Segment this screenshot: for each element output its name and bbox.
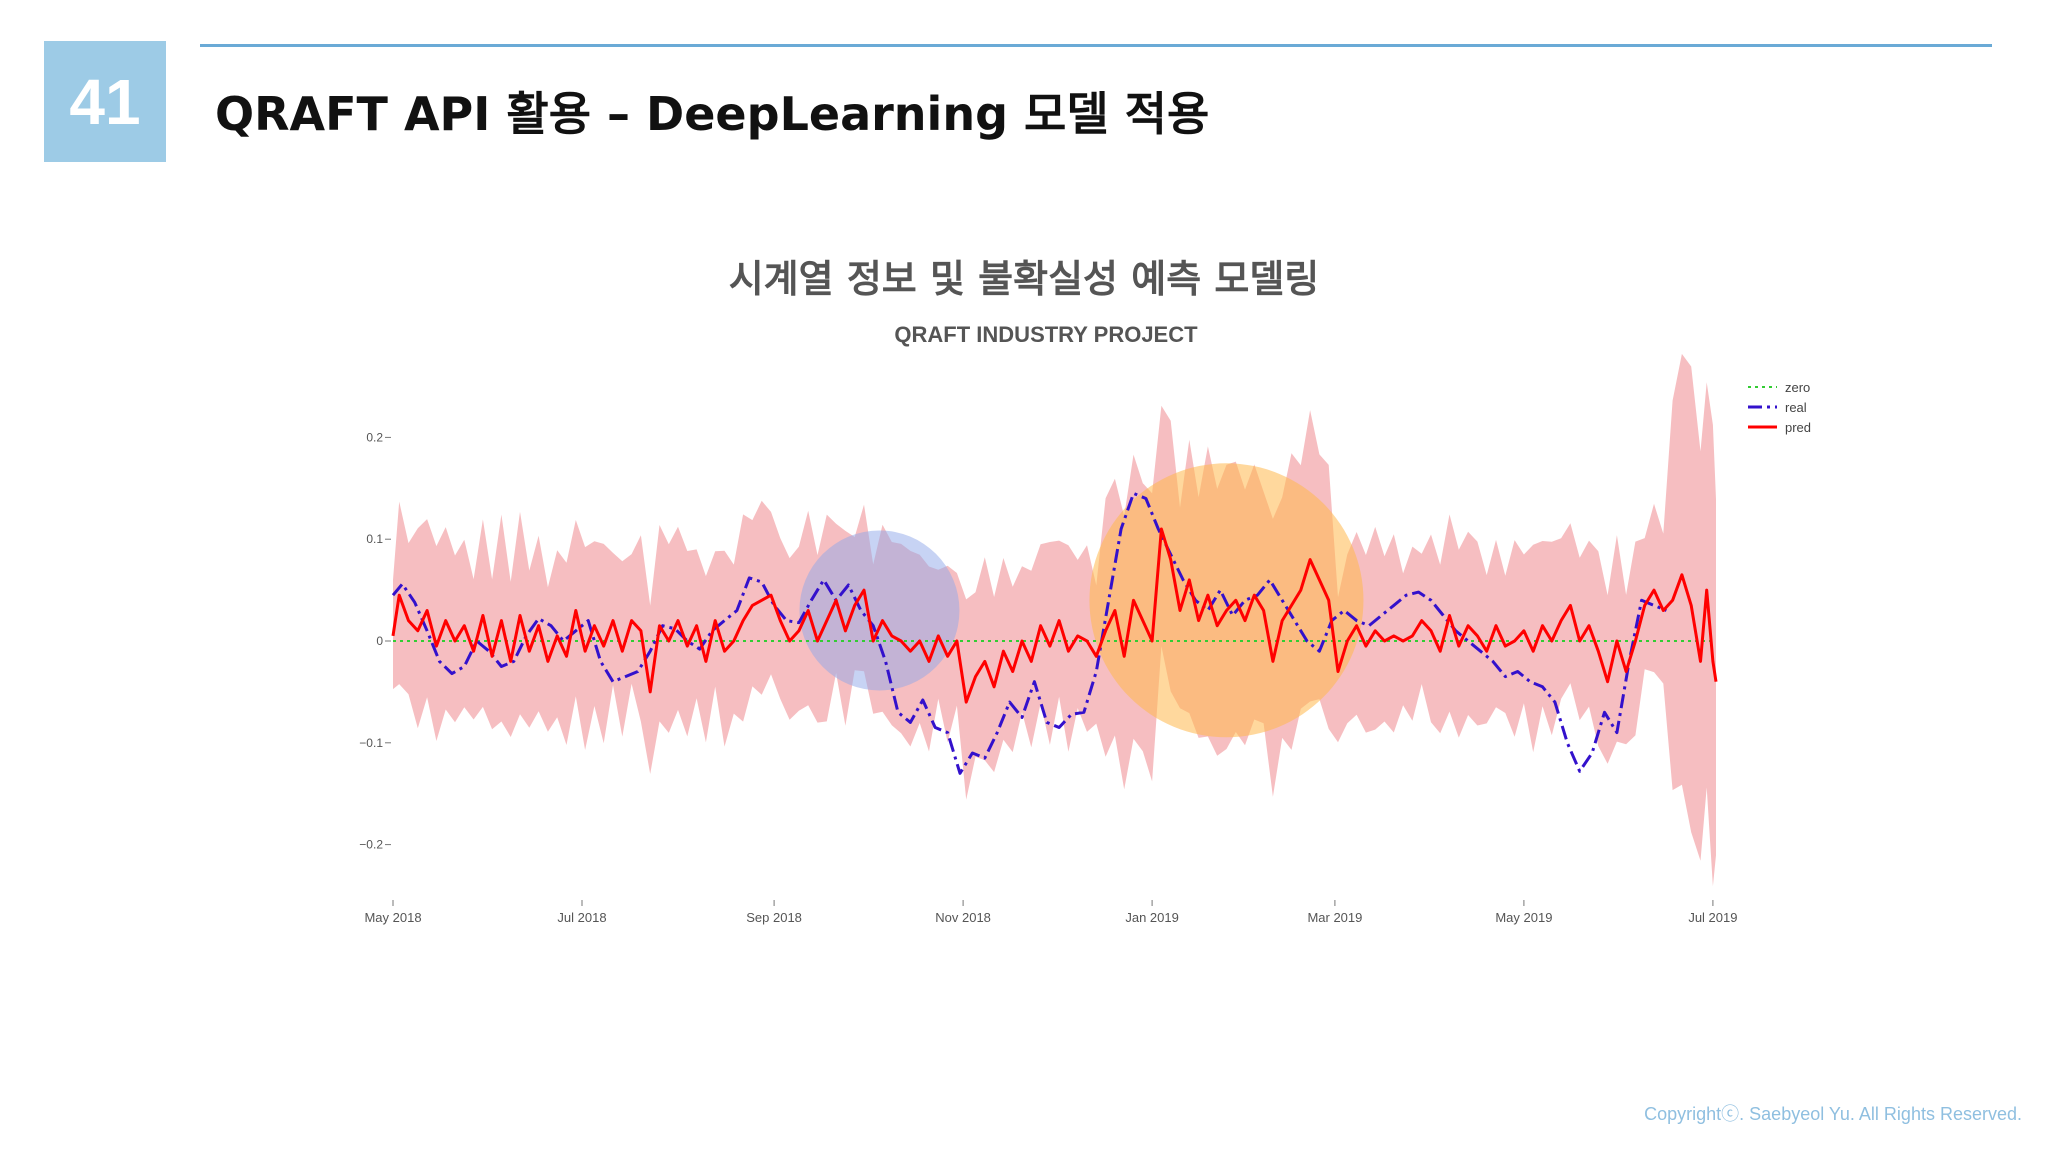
slide-title: QRAFT API 활용 – DeepLearning 모델 적용 — [215, 87, 1210, 141]
x-tick-label: Jan 2019 — [1125, 910, 1179, 925]
x-tick-label: Nov 2018 — [935, 910, 991, 925]
uncertainty-band — [393, 353, 1716, 887]
series-line-pred — [391, 527, 1718, 704]
x-tick-label: Jul 2018 — [557, 910, 606, 925]
slide-number-badge: 41 — [44, 41, 166, 162]
top-divider — [200, 44, 1992, 47]
highlight-circle-blue — [799, 530, 960, 691]
x-tick-label: May 2018 — [364, 910, 421, 925]
copyright-text: Copyrightⓒ. Saebyeol Yu. All Rights Rese… — [1644, 1104, 2022, 1124]
chart-subtitle: QRAFT INDUSTRY PROJECT — [894, 322, 1198, 347]
y-tick-label: −0.1 — [359, 736, 383, 750]
y-tick-label: 0 — [376, 634, 383, 648]
x-tick-label: Jul 2019 — [1688, 910, 1737, 925]
chart-title: 시계열 정보 및 불확실성 예측 모델링 — [728, 257, 1320, 301]
x-tick-label: Sep 2018 — [746, 910, 802, 925]
slide-number: 41 — [69, 65, 141, 138]
y-tick-label: −0.2 — [359, 838, 383, 852]
legend-label-zero: zero — [1785, 380, 1810, 395]
y-tick-label: 0.1 — [366, 532, 383, 546]
y-tick-label: 0.2 — [366, 430, 383, 444]
legend-label-real: real — [1785, 400, 1807, 415]
x-tick-label: Mar 2019 — [1307, 910, 1362, 925]
legend-label-pred: pred — [1785, 420, 1811, 435]
x-tick-label: May 2019 — [1495, 910, 1552, 925]
